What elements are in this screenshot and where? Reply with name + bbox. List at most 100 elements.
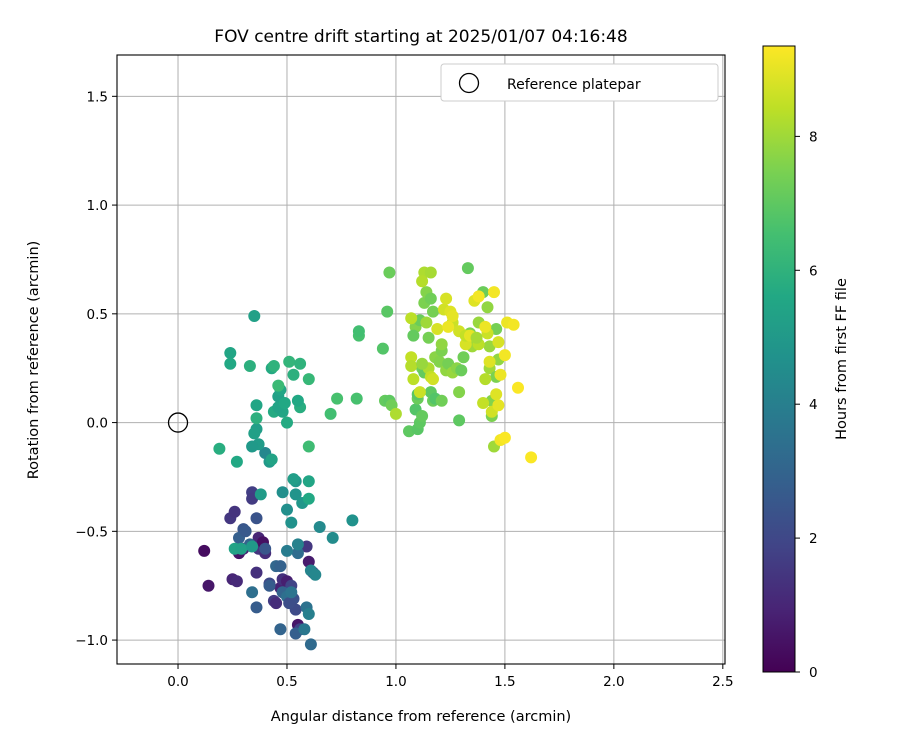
data-point-42 [285, 586, 298, 599]
data-point-167 [407, 373, 420, 386]
data-point-51 [274, 623, 287, 636]
data-point-99 [224, 357, 237, 370]
colorbar-tick-label-3: 6 [809, 263, 818, 279]
data-point-59 [285, 516, 298, 529]
data-point-58 [281, 503, 293, 516]
data-point-96 [250, 399, 263, 412]
reference-marker [167, 412, 189, 433]
x-tick-label-0: 0.0 [167, 674, 188, 690]
colorbar: 0 2 4 6 8 Hours from first FF file [762, 45, 850, 681]
colorbar-label: Hours from first FF file [834, 278, 850, 440]
data-point-47 [302, 608, 315, 620]
data-point-108 [352, 325, 365, 338]
data-point-90 [287, 368, 300, 381]
data-point-105 [331, 392, 344, 405]
x-tick-label-1: 0.5 [276, 674, 297, 690]
data-point-102 [272, 379, 285, 392]
chart-title: FOV centre drift starting at 2025/01/07 … [214, 27, 627, 47]
y-tick-label-0: −1.0 [75, 633, 108, 649]
data-point-128 [422, 331, 435, 344]
data-point-36 [263, 579, 276, 592]
data-point-163 [416, 275, 429, 288]
data-point-188 [492, 336, 505, 349]
data-point-147 [461, 262, 474, 275]
data-point-119 [416, 410, 429, 422]
colorbar-ticks: 0 2 4 6 8 [795, 129, 818, 681]
data-point-202 [442, 320, 455, 333]
data-point-72 [302, 475, 315, 488]
data-point-162 [424, 266, 437, 279]
data-point-193 [498, 349, 511, 362]
data-point-171 [427, 373, 439, 386]
data-point-199 [479, 320, 492, 333]
data-point-83 [250, 412, 263, 425]
x-tick-label-2: 1.0 [385, 674, 406, 690]
data-point-104 [324, 407, 337, 420]
data-point-198 [472, 290, 485, 303]
data-point-91 [283, 355, 296, 368]
legend: Reference platepar [440, 63, 719, 102]
data-point-86 [291, 394, 304, 407]
data-point-165 [405, 351, 418, 364]
data-point-57 [313, 521, 326, 533]
data-point-189 [492, 399, 505, 412]
colorbar-tick-label-1: 2 [809, 531, 818, 547]
data-point-100 [243, 360, 256, 372]
data-point-45 [298, 623, 311, 636]
data-point-52 [281, 544, 293, 557]
data-point-92 [294, 357, 307, 370]
data-point-73 [254, 488, 267, 501]
data-point-201 [446, 310, 459, 322]
data-point-89 [278, 397, 291, 409]
x-tick-label-3: 1.5 [494, 674, 515, 690]
data-point-152 [481, 301, 494, 314]
y-axis-ticks: −1.0 −0.5 0.0 0.5 1.0 1.5 [75, 89, 117, 649]
colorbar-tick-label-0: 0 [809, 665, 818, 681]
data-point-187 [490, 388, 503, 401]
data-point-93 [302, 373, 315, 386]
data-point-134 [424, 292, 437, 305]
data-point-7 [228, 505, 241, 518]
colorbar-gradient [762, 45, 796, 673]
data-point-32 [239, 525, 252, 538]
data-point-35 [259, 542, 272, 555]
scatter-points [198, 262, 538, 651]
data-point-101 [267, 360, 280, 372]
data-point-207 [435, 338, 448, 351]
y-tick-label-4: 1.0 [87, 198, 108, 214]
data-point-1 [202, 579, 215, 592]
data-point-41 [283, 597, 296, 610]
data-point-48 [304, 638, 317, 651]
y-tick-label-2: 0.0 [87, 416, 108, 432]
data-point-204 [470, 331, 483, 344]
data-point-77 [346, 514, 359, 527]
data-point-3 [230, 575, 243, 588]
data-point-11 [250, 566, 263, 579]
legend-box [440, 63, 719, 102]
data-point-131 [407, 329, 420, 342]
data-point-50 [250, 601, 263, 614]
data-point-146 [457, 351, 470, 364]
data-point-190 [494, 368, 507, 381]
data-point-203 [488, 286, 500, 299]
data-point-67 [246, 440, 259, 453]
data-point-103 [302, 440, 315, 453]
data-point-34 [250, 512, 263, 525]
data-point-44 [291, 547, 304, 560]
x-tick-label-4: 2.0 [603, 674, 624, 690]
data-point-143 [453, 414, 466, 427]
data-point-75 [235, 542, 248, 555]
data-point-70 [265, 453, 278, 466]
data-point-106 [350, 392, 363, 405]
data-point-174 [440, 292, 453, 305]
x-axis-label: Angular distance from reference (arcmin) [271, 709, 571, 725]
data-point-53 [291, 538, 304, 551]
colorbar-tick-label-4: 8 [809, 129, 818, 145]
reference-platepar-point [167, 412, 189, 433]
data-point-81 [281, 416, 293, 429]
data-point-168 [413, 386, 426, 399]
data-point-98 [224, 347, 237, 359]
data-point-164 [405, 312, 418, 325]
data-point-135 [427, 305, 439, 318]
data-point-18 [270, 597, 283, 610]
